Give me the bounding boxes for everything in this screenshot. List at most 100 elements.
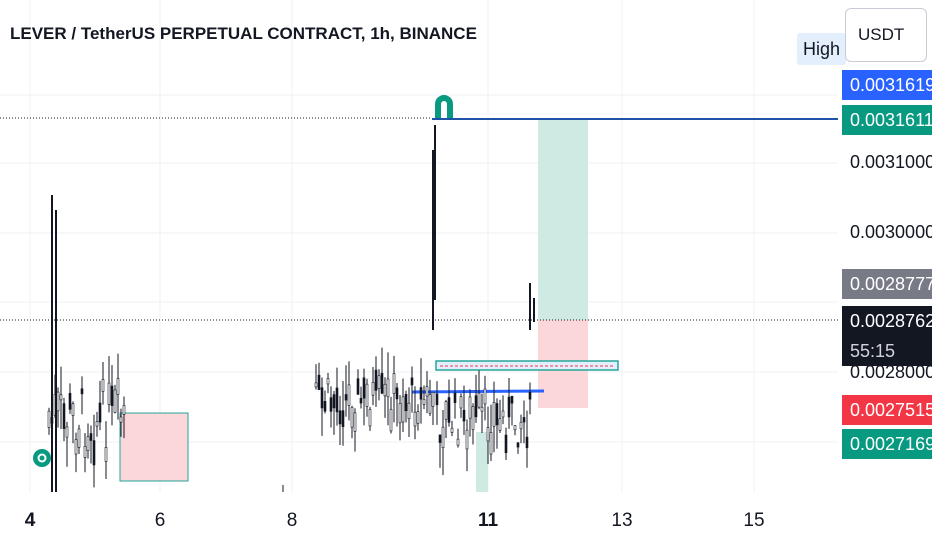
candle-body — [320, 387, 324, 409]
candle-body — [422, 398, 426, 405]
currency-label: USDT — [858, 25, 905, 44]
candle-body — [323, 401, 327, 412]
candle-body — [513, 425, 517, 431]
candle-body — [404, 394, 408, 412]
candle-body — [98, 402, 102, 423]
candle-body — [113, 389, 117, 413]
support-level-line[interactable] — [411, 389, 545, 394]
profit-zone[interactable] — [538, 120, 588, 320]
price-label-mark: 0.0028777 — [842, 269, 932, 299]
candle-body — [413, 411, 417, 427]
candle-body — [338, 410, 342, 425]
candle-body — [341, 410, 345, 427]
candle-body — [477, 392, 481, 408]
candle-body — [401, 396, 405, 423]
price-label-buy: 0.0027169 — [842, 429, 932, 459]
high-tag[interactable]: High — [797, 33, 847, 65]
candle-body — [353, 412, 357, 432]
price-label-high-alt: 0.0031619 — [842, 70, 932, 100]
bar-countdown: 55:15 — [850, 341, 896, 361]
candle-body — [71, 403, 75, 416]
candle-body — [335, 387, 339, 413]
candle-body — [83, 445, 87, 458]
last-price-value: 0.0028762 — [850, 311, 932, 331]
candle-body — [501, 410, 505, 418]
candle-body — [59, 394, 63, 401]
candle-body — [407, 402, 411, 420]
candle-body — [522, 417, 526, 423]
candle-body — [410, 377, 414, 386]
candle-body — [474, 395, 478, 418]
candle-body — [80, 388, 84, 395]
candle-body — [428, 394, 432, 414]
candle-body — [326, 378, 330, 385]
candle-body — [347, 384, 351, 406]
small-profit-zone[interactable] — [476, 432, 488, 492]
candle-body — [95, 421, 99, 427]
candle-body — [68, 392, 72, 410]
demand-box[interactable] — [119, 412, 189, 482]
price-label-high: 0.0031611 — [842, 105, 932, 135]
magnet-icon — [435, 95, 453, 118]
candle-body — [107, 382, 111, 405]
date-tick: 13 — [611, 510, 633, 531]
candle-body — [456, 438, 460, 446]
candle-body — [483, 388, 487, 405]
candle-body — [332, 394, 336, 409]
candle-body — [462, 409, 466, 422]
price-label-last: 0.0028762 55:15 — [842, 306, 932, 366]
candle-body — [528, 392, 532, 400]
candle-body — [314, 382, 318, 388]
candle-body — [122, 405, 126, 415]
candle-body — [101, 379, 105, 392]
candle-body — [344, 394, 348, 401]
candle-body — [507, 396, 511, 418]
candle-body — [398, 402, 402, 424]
price-tick: 0.0031000 — [850, 152, 932, 172]
candle-body — [447, 397, 451, 423]
candle-body — [362, 377, 366, 399]
candle-body — [441, 426, 445, 448]
candle-body — [471, 406, 475, 430]
candle-body — [86, 436, 90, 451]
candle-body — [459, 396, 463, 409]
price-tick: 0.0028000 — [850, 362, 932, 382]
candle-body — [480, 406, 484, 412]
candle-body — [519, 421, 523, 430]
candle-body — [56, 391, 60, 412]
candle-body — [516, 442, 520, 448]
candle-body — [504, 434, 508, 454]
candle-body — [110, 385, 114, 406]
candle-body — [77, 428, 81, 448]
candle-body — [468, 396, 472, 419]
candle-body — [395, 387, 399, 400]
date-tick: 6 — [154, 510, 166, 531]
date-tick: 4 — [24, 510, 36, 531]
candle-body — [380, 372, 384, 394]
chart-title: LEVER / TetherUS PERPETUAL CONTRACT, 1h,… — [10, 24, 477, 43]
candle-body — [119, 416, 123, 423]
candle-body — [498, 418, 502, 431]
candle-body — [435, 393, 439, 406]
candle-body — [453, 392, 457, 403]
candle-body — [465, 429, 469, 450]
candle-body — [386, 378, 390, 398]
candle-body — [371, 382, 375, 396]
candles — [47, 125, 535, 492]
candle-body — [416, 411, 420, 424]
candle-body — [492, 402, 496, 427]
candle-body — [510, 395, 514, 404]
candle-body — [450, 427, 454, 433]
candle-body — [425, 386, 429, 397]
candle-body — [419, 387, 423, 400]
currency-selector[interactable]: USDT — [845, 8, 927, 62]
candle-body — [389, 408, 393, 432]
price-label-sell: 0.0027515 — [842, 395, 932, 425]
candle-body — [317, 374, 321, 390]
candle-body — [47, 410, 51, 428]
candle-body — [92, 440, 96, 466]
candle-body — [350, 406, 354, 428]
candle-body — [65, 426, 69, 438]
candle-body — [383, 383, 387, 397]
